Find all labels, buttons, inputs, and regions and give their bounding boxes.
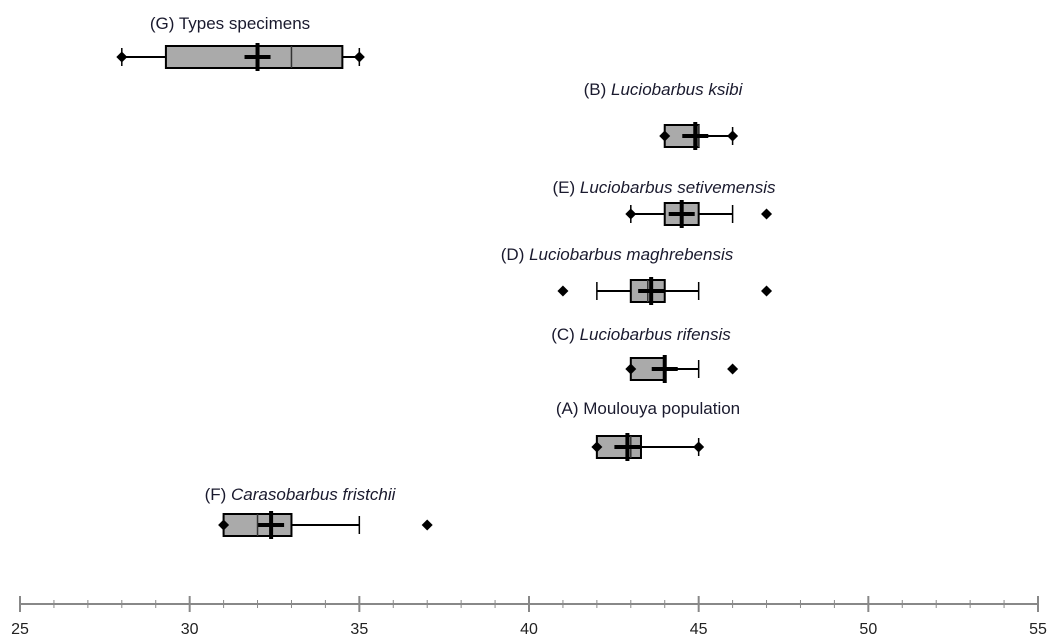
min-point xyxy=(557,285,569,297)
min-point xyxy=(659,130,671,142)
group-label-prefix: (E) xyxy=(553,178,580,197)
group-label: (A) Moulouya population xyxy=(556,399,740,418)
group-label: (E) Luciobarbus setivemensis xyxy=(553,178,776,197)
min-point xyxy=(218,519,230,531)
group-1: (G) Types specimens xyxy=(116,14,365,71)
group-5: (C) Luciobarbus rifensis xyxy=(551,325,739,383)
max-point xyxy=(727,363,739,375)
min-point xyxy=(625,363,637,375)
x-tick-label: 25 xyxy=(11,621,29,638)
max-point xyxy=(693,441,705,453)
max-point xyxy=(421,519,433,531)
groups-layer: (G) Types specimens (B) Luciobarbus ksibi… xyxy=(116,14,776,539)
group-label-name: Moulouya population xyxy=(583,399,740,418)
x-tick-label: 55 xyxy=(1029,621,1047,638)
max-point xyxy=(761,208,773,220)
x-tick-label: 40 xyxy=(520,621,538,638)
group-label-name: Types specimens xyxy=(179,14,310,33)
group-label-prefix: (B) xyxy=(584,80,611,99)
x-axis: 25 30 35 40 45 50 55 xyxy=(11,596,1047,638)
group-label: (F) Carasobarbus fristchii xyxy=(205,485,397,504)
group-4: (D) Luciobarbus maghrebensis xyxy=(501,245,773,305)
group-label-prefix: (F) xyxy=(205,485,231,504)
x-tick-label: 30 xyxy=(181,621,199,638)
group-label: (D) Luciobarbus maghrebensis xyxy=(501,245,734,264)
group-label: (C) Luciobarbus rifensis xyxy=(551,325,731,344)
group-label-name: Luciobarbus setivemensis xyxy=(580,178,776,197)
max-point xyxy=(727,130,739,142)
group-label-prefix: (C) xyxy=(551,325,579,344)
max-point xyxy=(353,51,365,63)
group-7: (F) Carasobarbus fristchii xyxy=(205,485,433,539)
group-label: (B) Luciobarbus ksibi xyxy=(584,80,744,99)
group-label-prefix: (A) xyxy=(556,399,583,418)
x-tick-label: 35 xyxy=(350,621,368,638)
x-tick-label: 50 xyxy=(859,621,877,638)
group-label: (G) Types specimens xyxy=(150,14,310,33)
group-3: (E) Luciobarbus setivemensis xyxy=(553,178,776,228)
min-point xyxy=(625,208,637,220)
max-point xyxy=(761,285,773,297)
group-label-prefix: (D) xyxy=(501,245,529,264)
group-6: (A) Moulouya population xyxy=(556,399,740,461)
group-label-name: Luciobarbus maghrebensis xyxy=(529,245,734,264)
group-label-name: Luciobarbus ksibi xyxy=(611,80,744,99)
group-2: (B) Luciobarbus ksibi xyxy=(584,80,744,150)
group-label-prefix: (G) xyxy=(150,14,179,33)
group-label-name: Carasobarbus fristchii xyxy=(231,485,397,504)
min-point xyxy=(116,51,128,63)
x-tick-label: 45 xyxy=(690,621,708,638)
group-label-name: Luciobarbus rifensis xyxy=(580,325,732,344)
min-point xyxy=(591,441,603,453)
